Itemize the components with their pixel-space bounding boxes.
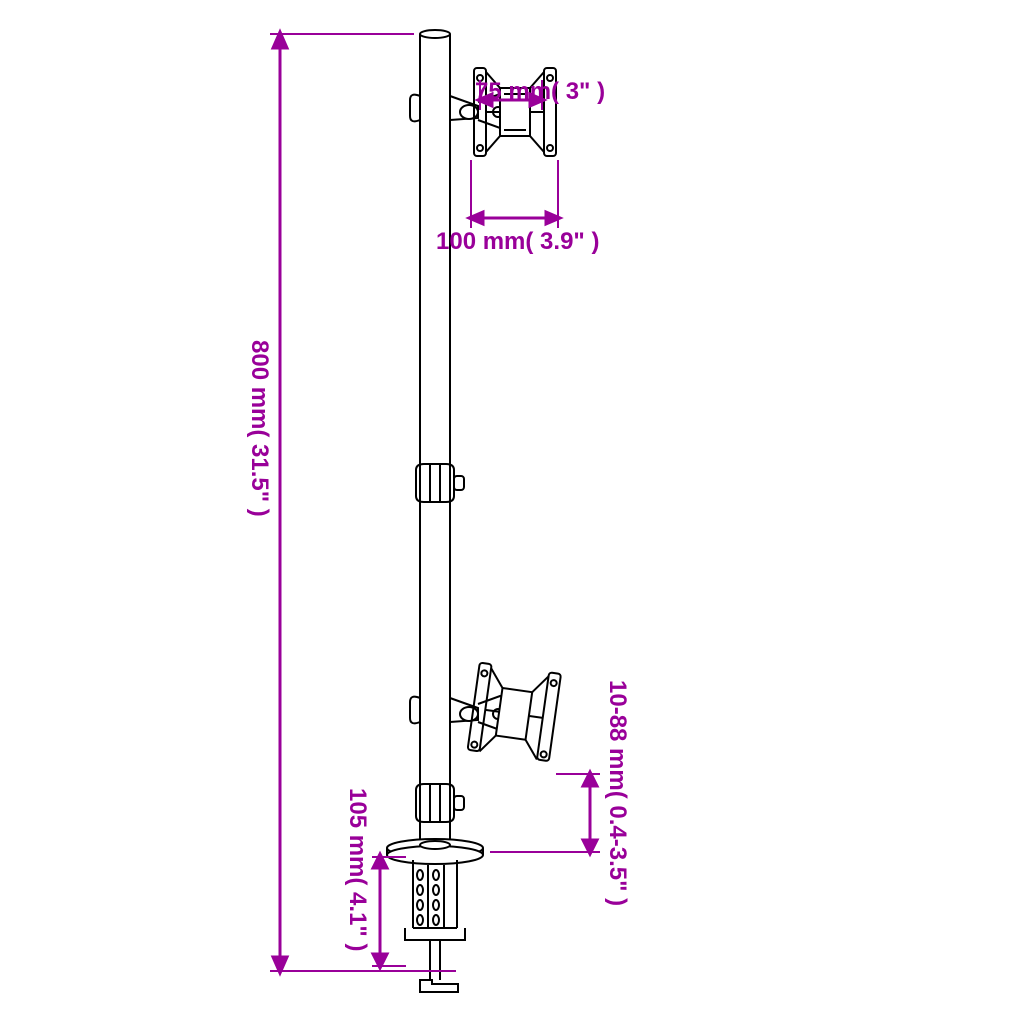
vesa-large-label: 100 mm( 3.9" ) [436,228,599,256]
clamp-range-label: 10-88 mm( 0.4-3.5" ) [603,680,631,906]
vesa-small-label: 75 mm( 3" ) [475,78,605,106]
clamp-height-label: 105 mm( 4.1" ) [343,788,371,951]
dimension-diagram: 800 mm( 31.5" ) 75 mm( 3" ) 100 mm( 3.9"… [0,0,1024,1024]
dimension-lines [0,0,1024,1024]
height-main-label: 800 mm( 31.5" ) [245,340,273,517]
